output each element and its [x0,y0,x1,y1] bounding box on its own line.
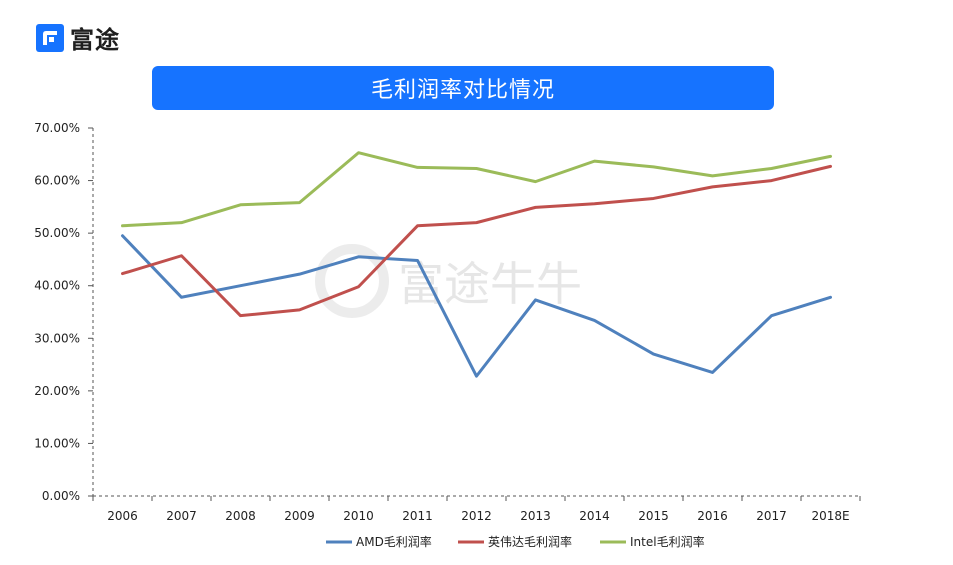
brand-name: 富途 [70,26,120,54]
x-tick-label: 2008 [225,509,256,523]
y-tick-label: 40.00% [34,279,80,293]
series-line-2 [121,164,832,318]
x-tick-label: 2009 [284,509,315,523]
watermark-logo-icon [315,244,389,318]
legend: AMD毛利润率 英伟达毛利润率 Intel毛利润率 [326,534,705,549]
x-tick-label: 2017 [756,509,787,523]
watermark-text: 富途牛牛 [398,257,582,311]
y-tick-label: 70.00% [34,121,80,135]
futu-logo-icon [36,23,64,52]
legend-label: 英伟达毛利润率 [488,534,572,549]
y-tick-label: 30.00% [34,331,80,345]
x-tick-label: 2014 [579,509,610,523]
x-tick-label: 2013 [520,509,551,523]
chart-title: 毛利润率对比情况 [370,78,555,103]
x-tick-label: 2012 [461,509,492,523]
brand-logo: 富途 [36,20,120,55]
y-tick-label: 50.00% [34,226,80,240]
x-tick-label: 2011 [402,509,433,523]
chart-title-bar: 毛利润率对比情况 [152,66,774,110]
x-tick-label: 2010 [343,509,374,523]
y-tick-label: 0.00% [42,489,80,503]
y-tick-label: 60.00% [34,174,80,188]
x-tick-label: 2016 [697,509,728,523]
series-line-3 [121,151,832,228]
x-tick-label: 2006 [107,509,138,523]
x-tick-label: 2007 [166,509,197,523]
y-tick-label: 10.00% [34,436,80,450]
legend-label: AMD毛利润率 [356,534,432,549]
x-tick-label: 2018E [811,509,849,523]
legend-label: Intel毛利润率 [630,534,705,549]
x-tick-label: 2015 [638,509,669,523]
series-line-1 [121,234,832,378]
y-tick-label: 20.00% [34,384,80,398]
